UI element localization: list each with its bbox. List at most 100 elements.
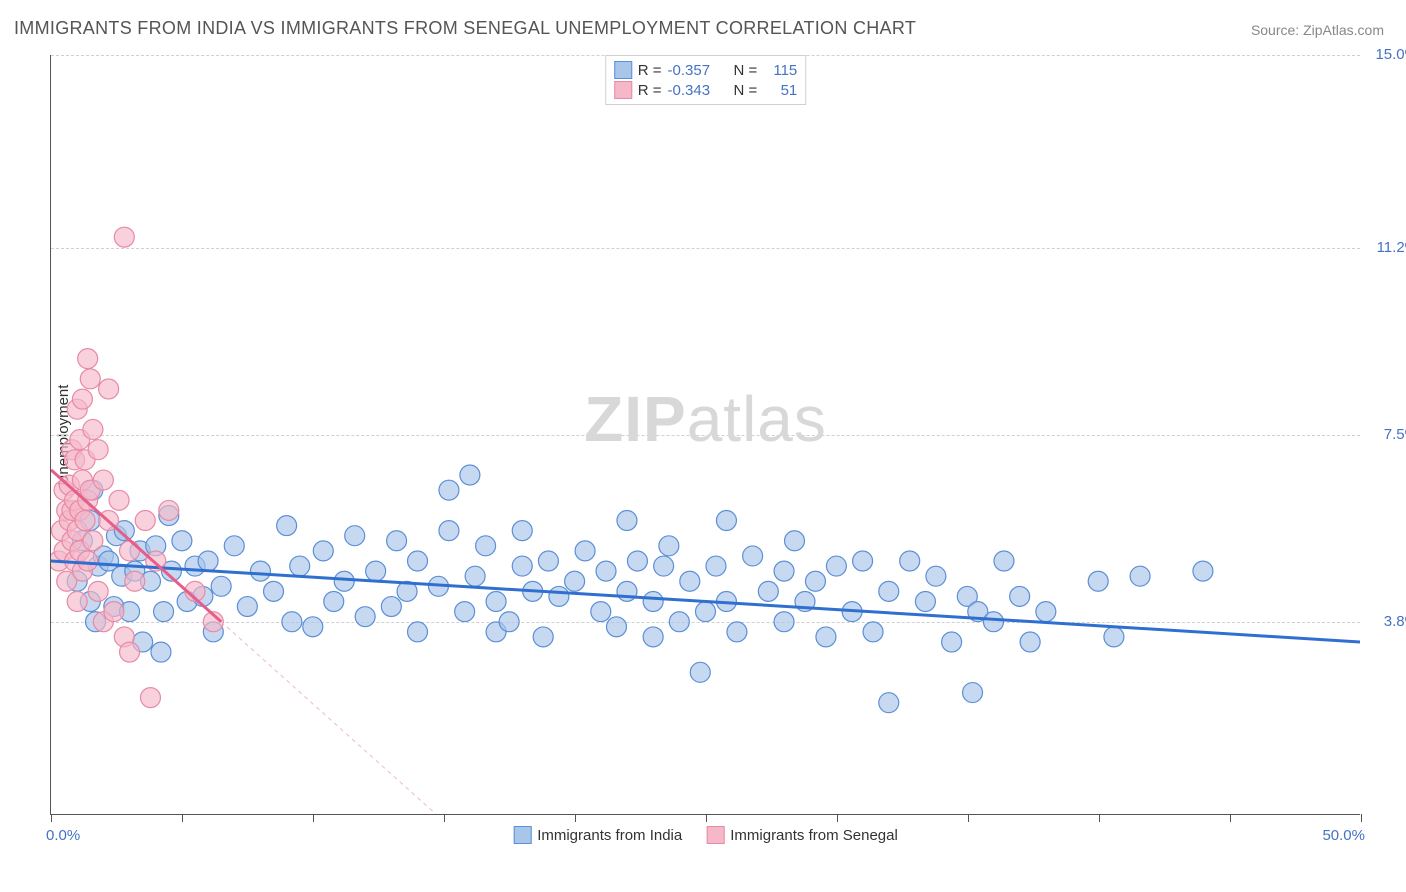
data-point xyxy=(486,591,506,611)
data-point xyxy=(606,617,626,637)
data-point xyxy=(250,561,270,581)
data-point xyxy=(439,521,459,541)
data-point xyxy=(324,591,344,611)
data-point xyxy=(154,602,174,622)
legend-correlation: R =-0.357N =115R =-0.343N =51 xyxy=(605,55,807,105)
x-tick xyxy=(313,814,314,822)
data-point xyxy=(224,536,244,556)
data-point xyxy=(334,571,354,591)
data-point xyxy=(88,440,108,460)
data-point xyxy=(140,688,160,708)
data-point xyxy=(805,571,825,591)
legend-r-label: R = xyxy=(638,82,662,99)
data-point xyxy=(659,536,679,556)
y-tick-label: 3.8% xyxy=(1368,613,1406,630)
data-point xyxy=(963,683,983,703)
data-point xyxy=(853,551,873,571)
data-point xyxy=(565,571,585,591)
data-point xyxy=(476,536,496,556)
data-point xyxy=(104,602,124,622)
data-point xyxy=(942,632,962,652)
data-point xyxy=(1010,586,1030,606)
legend-series: Immigrants from IndiaImmigrants from Sen… xyxy=(513,826,898,844)
data-point xyxy=(408,551,428,571)
data-point xyxy=(99,379,119,399)
data-point xyxy=(83,531,103,551)
data-point xyxy=(120,642,140,662)
regression-line-ext xyxy=(221,622,436,814)
data-point xyxy=(512,556,532,576)
data-point xyxy=(716,511,736,531)
data-point xyxy=(879,581,899,601)
legend-n-label: N = xyxy=(734,82,758,99)
data-point xyxy=(1088,571,1108,591)
data-point xyxy=(67,591,87,611)
x-tick xyxy=(968,814,969,822)
data-point xyxy=(575,541,595,561)
data-point xyxy=(994,551,1014,571)
y-tick-label: 11.2% xyxy=(1368,239,1406,256)
data-point xyxy=(680,571,700,591)
x-axis-max-label: 50.0% xyxy=(1322,827,1365,844)
legend-n-value: 115 xyxy=(763,62,797,79)
data-point xyxy=(596,561,616,581)
data-point xyxy=(743,546,763,566)
data-point xyxy=(785,531,805,551)
data-point xyxy=(706,556,726,576)
data-point xyxy=(75,511,95,531)
data-point xyxy=(264,581,284,601)
data-point xyxy=(355,607,375,627)
legend-stat-row: R =-0.343N =51 xyxy=(614,80,798,100)
x-tick xyxy=(51,814,52,822)
chart-source: Source: ZipAtlas.com xyxy=(1251,22,1384,38)
data-point xyxy=(549,586,569,606)
data-point xyxy=(366,561,386,581)
data-point xyxy=(643,627,663,647)
data-point xyxy=(533,627,553,647)
data-point xyxy=(387,531,407,551)
data-point xyxy=(381,597,401,617)
chart-area: Unemployment ZIPatlas R =-0.357N =115R =… xyxy=(50,55,1360,815)
x-tick xyxy=(837,814,838,822)
data-point xyxy=(758,581,778,601)
data-point xyxy=(1130,566,1150,586)
data-point xyxy=(591,602,611,622)
data-point xyxy=(408,622,428,642)
data-point xyxy=(78,349,98,369)
data-point xyxy=(774,561,794,581)
data-point xyxy=(439,480,459,500)
data-point xyxy=(654,556,674,576)
data-point xyxy=(120,541,140,561)
data-point xyxy=(926,566,946,586)
legend-n-label: N = xyxy=(734,62,758,79)
legend-swatch xyxy=(706,826,724,844)
data-point xyxy=(774,612,794,632)
x-tick xyxy=(1361,814,1362,822)
data-point xyxy=(816,627,836,647)
y-tick-label: 7.5% xyxy=(1368,426,1406,443)
data-point xyxy=(915,591,935,611)
data-point xyxy=(198,551,218,571)
data-point xyxy=(1193,561,1213,581)
data-point xyxy=(282,612,302,632)
data-point xyxy=(627,551,647,571)
legend-r-label: R = xyxy=(638,62,662,79)
legend-n-value: 51 xyxy=(763,82,797,99)
data-point xyxy=(93,470,113,490)
legend-series-item: Immigrants from India xyxy=(513,826,682,844)
data-point xyxy=(538,551,558,571)
legend-swatch xyxy=(614,61,632,79)
x-tick xyxy=(182,814,183,822)
x-tick xyxy=(706,814,707,822)
legend-stat-row: R = -0.357 N = 115 xyxy=(614,60,798,80)
legend-series-label: Immigrants from India xyxy=(537,827,682,844)
data-point xyxy=(125,571,145,591)
data-point xyxy=(313,541,333,561)
data-point xyxy=(669,612,689,632)
x-tick xyxy=(1230,814,1231,822)
data-point xyxy=(290,556,310,576)
x-axis-min-label: 0.0% xyxy=(46,827,80,844)
legend-swatch xyxy=(513,826,531,844)
legend-r-value: -0.357 xyxy=(668,62,720,79)
data-point xyxy=(1104,627,1124,647)
